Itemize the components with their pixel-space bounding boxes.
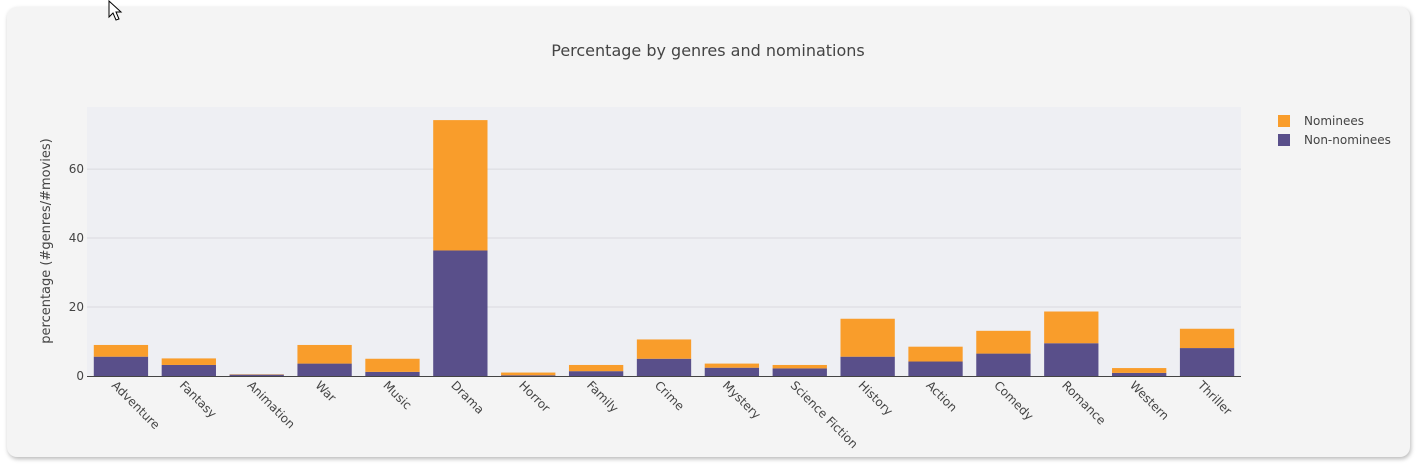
bar-nominees-western[interactable]	[1112, 368, 1167, 373]
bar-nominees-history[interactable]	[840, 318, 895, 357]
x-tick-label: Crime	[652, 378, 687, 413]
bar-non-nominees-crime[interactable]	[636, 358, 692, 376]
legend-swatch	[1278, 115, 1290, 127]
bar-non-nominees-romance[interactable]	[1044, 343, 1099, 376]
legend-swatch	[1278, 134, 1290, 146]
legend-label: Non-nominees	[1304, 133, 1391, 147]
bar-nominees-comedy[interactable]	[976, 330, 1031, 354]
x-tick-label: Science Fiction	[788, 378, 861, 451]
bar-non-nominees-adventure[interactable]	[93, 356, 149, 376]
y-axis-title: percentage (#genres/#movies)	[39, 138, 54, 343]
bars-group	[93, 120, 1235, 376]
x-tick-label: Drama	[448, 378, 487, 417]
bar-nominees-horror[interactable]	[501, 372, 556, 376]
y-tick-label: 0	[76, 369, 84, 383]
x-tick-label: Western	[1127, 378, 1172, 423]
bar-nominees-mystery[interactable]	[704, 363, 760, 368]
x-tick-label: Mystery	[720, 378, 764, 422]
y-tick-label: 20	[69, 300, 84, 314]
x-tick-label: Romance	[1059, 378, 1108, 427]
bar-non-nominees-drama[interactable]	[433, 250, 488, 376]
bar-non-nominees-comedy[interactable]	[976, 353, 1031, 376]
bar-non-nominees-history[interactable]	[840, 356, 895, 376]
bar-non-nominees-music[interactable]	[365, 371, 420, 376]
legend-item-non-nominees[interactable]: Non-nominees	[1278, 133, 1391, 147]
bar-non-nominees-family[interactable]	[568, 371, 624, 376]
y-tick-label: 60	[69, 162, 84, 176]
x-tick-label: Comedy	[991, 378, 1036, 423]
x-tick-label: Family	[584, 378, 621, 415]
bar-nominees-music[interactable]	[365, 358, 420, 372]
mouse-cursor-icon	[108, 0, 123, 21]
legend[interactable]: Nominees Non-nominees	[1278, 114, 1391, 147]
y-tick-labels: 0 20 40 60	[69, 162, 84, 383]
chart-title: Percentage by genres and nominations	[551, 41, 865, 60]
gridlines	[87, 168, 1241, 308]
y-tick-label: 40	[69, 231, 84, 245]
bar-non-nominees-science-fiction[interactable]	[772, 368, 827, 376]
bar-nominees-action[interactable]	[908, 346, 963, 362]
x-tick-label: History	[856, 378, 896, 418]
bar-nominees-thriller[interactable]	[1179, 328, 1235, 349]
bar-nominees-adventure[interactable]	[93, 344, 149, 357]
bar-nominees-family[interactable]	[568, 364, 624, 372]
bar-nominees-crime[interactable]	[636, 339, 692, 359]
bar-non-nominees-animation[interactable]	[229, 374, 284, 376]
bar-nominees-drama[interactable]	[433, 120, 488, 251]
legend-item-nominees[interactable]: Nominees	[1278, 114, 1364, 128]
bar-non-nominees-action[interactable]	[908, 361, 963, 376]
bar-nominees-war[interactable]	[297, 344, 352, 364]
x-tick-labels: Adventure Fantasy Animation War Music Drama Ho…	[109, 378, 1235, 452]
x-tick-label: Action	[923, 378, 959, 414]
x-tick-label: Music	[380, 378, 414, 412]
x-tick-label: Animation	[245, 378, 298, 431]
legend-label: Nominees	[1304, 114, 1364, 128]
bar-nominees-science-fiction[interactable]	[772, 364, 827, 369]
x-tick-label: Fantasy	[177, 378, 220, 421]
bar-non-nominees-thriller[interactable]	[1179, 348, 1235, 376]
bar-non-nominees-horror[interactable]	[501, 375, 556, 376]
bar-non-nominees-fantasy[interactable]	[161, 364, 216, 376]
bar-non-nominees-western[interactable]	[1112, 372, 1167, 376]
x-tick-label: War	[312, 378, 338, 404]
x-tick-label: Thriller	[1194, 378, 1234, 418]
x-tick-label: Horror	[516, 378, 553, 415]
bar-nominees-fantasy[interactable]	[161, 358, 216, 365]
bar-nominees-romance[interactable]	[1044, 311, 1099, 344]
bar-non-nominees-mystery[interactable]	[704, 367, 760, 376]
x-tick-label: Adventure	[109, 378, 163, 432]
bar-non-nominees-war[interactable]	[297, 363, 352, 376]
